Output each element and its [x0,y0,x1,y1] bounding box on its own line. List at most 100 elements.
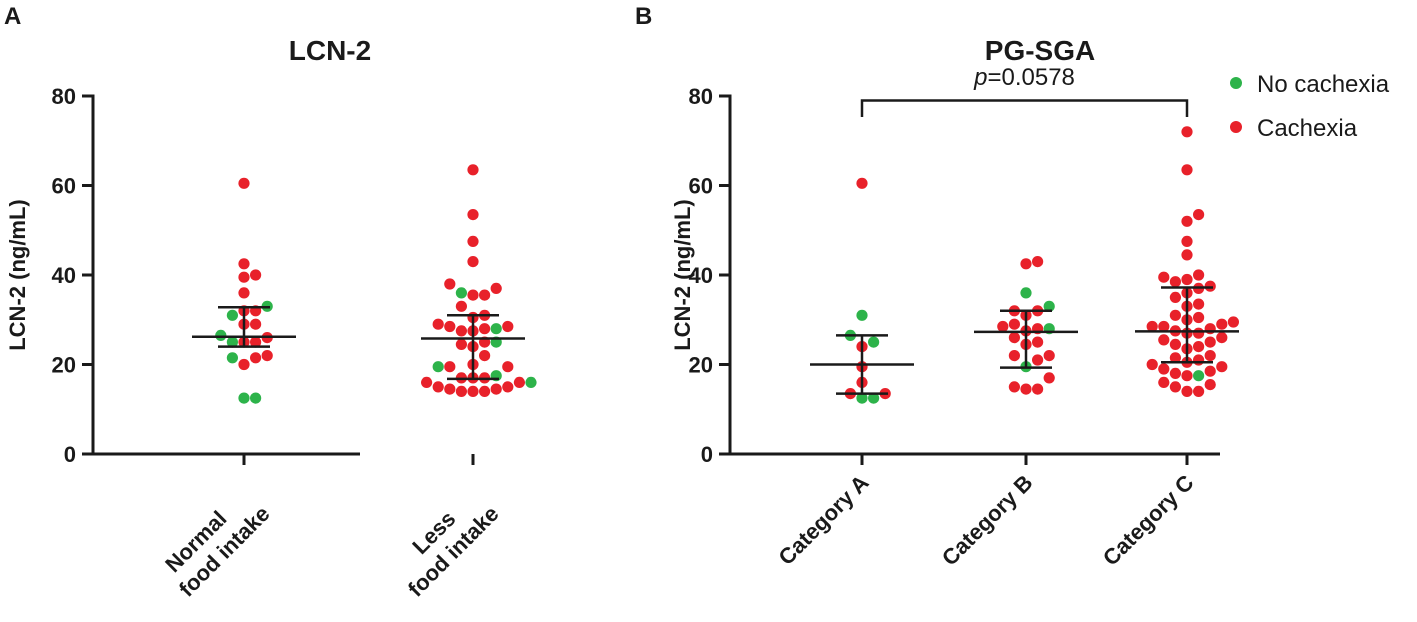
data-point-cachexia [856,177,868,189]
data-point-cachexia [1146,358,1158,371]
chart-title: PG-SGA [985,35,1095,66]
legend: No cachexia Cachexia [1230,71,1390,142]
panel-letter: B [635,3,652,30]
data-point-cachexia [1204,336,1216,348]
data-point-cachexia [467,235,479,247]
y-tick-label: 40 [689,263,713,288]
data-point-no-cachexia [432,361,444,373]
data-point-cachexia [261,350,273,362]
data-point-no-cachexia [1043,300,1055,312]
data-point-cachexia [444,361,456,373]
panel-b: B PG-SGA LCN-2 (ng/mL) 0 20 40 60 80 Category A C… [635,3,1239,571]
legend-marker-cachexia [1230,121,1242,133]
data-point-cachexia [1181,249,1193,261]
data-point-no-cachexia [226,309,238,321]
data-point-no-cachexia [226,336,238,348]
significance-bracket [860,99,1189,118]
p-value-label: p=0.0578 [973,64,1075,91]
data-point-cachexia [1193,354,1205,366]
data-point-cachexia [444,383,456,395]
data-point-cachexia [502,361,514,373]
data-point-cachexia [238,177,250,189]
data-point-cachexia [1008,381,1021,393]
data-point-cachexia [1204,350,1216,362]
data-point-cachexia [1181,385,1193,397]
data-point-no-cachexia [238,392,250,404]
data-point-cachexia [238,258,250,270]
y-tick-label: 80 [689,84,713,109]
data-point-cachexia [444,278,456,290]
data-point-cachexia [1227,316,1239,328]
data-point-cachexia [1032,336,1044,348]
x-category-label: Normalfood intake [155,482,275,602]
data-point-cachexia [1158,363,1170,375]
data-point-cachexia [455,325,467,337]
data-point-cachexia [467,209,479,221]
data-point-cachexia [1146,320,1158,333]
data-point-cachexia [250,336,262,348]
data-point-cachexia [467,385,479,397]
data-point-cachexia [1158,376,1170,388]
data-point-cachexia [1193,298,1205,310]
data-point-cachexia [1181,164,1193,176]
x-category-label: Category A [773,470,873,570]
data-point-cachexia [467,164,479,176]
data-point-cachexia [1193,311,1205,324]
data-point-cachexia [238,358,250,371]
data-point-cachexia [1193,385,1205,397]
x-category-label: Lessfood intake [384,482,504,602]
data-point-cachexia [1008,318,1021,330]
data-point-cachexia [502,320,514,333]
data-point-cachexia [502,381,514,393]
data-point-no-cachexia [215,329,227,341]
data-point-cachexia [479,289,491,301]
data-point-cachexia [1032,383,1044,395]
data-point-cachexia [467,289,479,301]
x-category-label: Category C [1098,470,1199,571]
y-tick-label: 60 [52,174,76,199]
data-point-cachexia [1181,273,1193,286]
data-point-cachexia [1169,381,1181,393]
y-axis-label: LCN-2 (ng/mL) [670,199,695,351]
data-point-cachexia [1216,332,1228,344]
data-point-cachexia [1169,338,1181,350]
p-value-number: =0.0578 [987,64,1074,91]
y-tick-label: 20 [52,353,76,378]
y-tick-label: 20 [689,353,713,378]
data-point-cachexia [1193,341,1205,353]
data-point-cachexia [1204,379,1216,391]
data-point-cachexia [1216,318,1228,330]
data-point-cachexia [1158,271,1170,283]
data-point-cachexia [1193,327,1205,339]
data-point-cachexia [1169,309,1181,321]
data-point-no-cachexia [868,392,880,404]
data-point-cachexia [467,256,479,268]
data-point-cachexia [1193,209,1205,221]
data-point-cachexia [238,287,250,299]
x-category-label: Category B [937,470,1038,571]
data-point-cachexia [250,269,262,281]
data-point-cachexia [1020,258,1032,270]
data-point-cachexia [1193,269,1205,281]
y-tick-label: 0 [701,442,713,467]
data-point-no-cachexia [455,287,467,299]
data-point-cachexia [1169,291,1181,303]
data-point-cachexia [490,282,502,294]
data-point-no-cachexia [1193,370,1205,382]
data-point-cachexia [1043,372,1055,384]
data-point-no-cachexia [1020,287,1032,299]
data-point-cachexia [997,320,1009,333]
data-point-cachexia [1216,361,1228,373]
data-point-cachexia [1008,350,1021,362]
legend-marker-no-cachexia [1230,77,1242,89]
panel-a: A LCN-2 LCN-2 (ng/mL) 0 20 40 60 80 Normalfood i… [4,3,537,602]
legend-label-cachexia: Cachexia [1257,115,1358,142]
data-point-cachexia [1181,126,1193,138]
data-point-cachexia [1158,320,1170,333]
y-axis-label: LCN-2 (ng/mL) [5,199,30,351]
data-point-cachexia [1008,332,1021,344]
data-point-cachexia [1043,350,1055,362]
data-point-no-cachexia [525,376,537,388]
panel-letter: A [4,3,21,30]
